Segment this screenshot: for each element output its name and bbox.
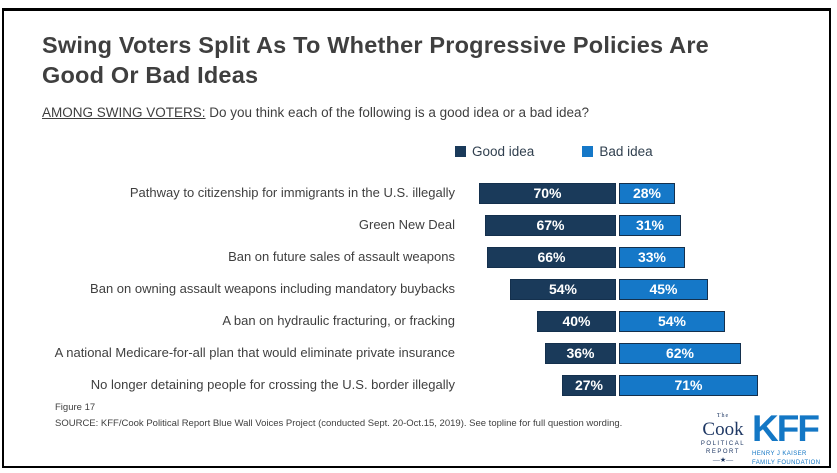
bad-idea-bar: 45% xyxy=(619,278,708,300)
row-bars: 66% 33% xyxy=(455,246,815,268)
good-idea-bar: 70% xyxy=(479,182,616,204)
legend-label: Bad idea xyxy=(599,144,653,159)
source-note: SOURCE: KFF/Cook Political Report Blue W… xyxy=(55,418,623,429)
cook-logo-name: Cook xyxy=(702,419,744,440)
kff-logo-subtitle: HENRY J KAISER FAMILY FOUNDATION xyxy=(752,450,836,467)
cook-logo-the: The xyxy=(716,413,730,419)
chart-row: Ban on owning assault weapons including … xyxy=(14,273,821,305)
subtitle: AMONG SWING VOTERS: Do you think each of… xyxy=(42,105,589,120)
bad-idea-bar: 54% xyxy=(619,310,725,332)
kff-logo-name: KFF xyxy=(752,408,820,449)
bad-idea-bar: 31% xyxy=(619,214,681,236)
row-bars: 70% 28% xyxy=(455,182,815,204)
category-label: Ban on owning assault weapons including … xyxy=(90,280,455,296)
row-bars: 27% 71% xyxy=(455,374,815,396)
cook-logo-political: POLITICAL xyxy=(700,441,746,447)
bad-idea-bar: 71% xyxy=(619,374,758,396)
bad-idea-bar: 28% xyxy=(619,182,675,204)
bad-idea-value: 45% xyxy=(649,281,678,297)
good-idea-bar: 54% xyxy=(510,278,616,300)
figure-label: Figure 17 xyxy=(55,402,96,413)
category-label: A national Medicare-for-all plan that wo… xyxy=(54,344,455,360)
kff-logo-sub2: FAMILY FOUNDATION xyxy=(752,459,821,466)
bar-chart: Pathway to citizenship for immigrants in… xyxy=(14,177,821,401)
row-bars: 54% 45% xyxy=(455,278,815,300)
good-idea-value: 66% xyxy=(537,249,566,265)
cook-political-report-logo: The Cook POLITICAL REPORT —★— xyxy=(696,413,750,464)
legend-item-bad-idea: Bad idea xyxy=(582,144,653,159)
bad-idea-value: 28% xyxy=(632,185,662,201)
kff-logo-sub1: HENRY J KAISER xyxy=(752,451,807,457)
bad-idea-value: 33% xyxy=(637,249,667,265)
chart-legend: Good idea Bad idea xyxy=(455,144,653,159)
row-bars: 67% 31% xyxy=(455,214,815,236)
good-idea-bar: 27% xyxy=(562,374,616,396)
category-label: Pathway to citizenship for immigrants in… xyxy=(129,184,455,200)
chart-row: No longer detaining people for crossing … xyxy=(14,369,821,401)
bad-idea-value: 62% xyxy=(665,345,695,361)
category-label: Green New Deal xyxy=(358,216,455,232)
chart-row: Ban on future sales of assault weapons 6… xyxy=(14,241,821,273)
slide-frame: Swing Voters Split As To Whether Progres… xyxy=(2,8,831,468)
good-idea-value: 54% xyxy=(548,281,578,297)
good-idea-bar: 67% xyxy=(485,214,616,236)
category-label: No longer detaining people for crossing … xyxy=(90,376,455,392)
bad-idea-value: 71% xyxy=(674,377,703,393)
subtitle-lead: AMONG SWING VOTERS: xyxy=(42,105,206,120)
bad-idea-swatch-icon xyxy=(582,146,594,157)
chart-row: A ban on hydraulic fracturing, or fracki… xyxy=(14,305,821,337)
good-idea-value: 27% xyxy=(574,377,604,393)
bad-idea-value: 54% xyxy=(657,313,687,329)
good-idea-bar: 36% xyxy=(545,342,616,364)
kff-logo: KFF HENRY J KAISER FAMILY FOUNDATION xyxy=(752,410,836,467)
cook-logo-report: REPORT xyxy=(706,449,740,455)
good-idea-bar: 40% xyxy=(537,310,616,332)
category-label: Ban on future sales of assault weapons xyxy=(228,248,455,264)
category-label: A ban on hydraulic fracturing, or fracki… xyxy=(222,312,455,328)
chart-row: Pathway to citizenship for immigrants in… xyxy=(14,177,821,209)
subtitle-question: Do you think each of the following is a … xyxy=(205,105,590,120)
legend-item-good-idea: Good idea xyxy=(455,144,534,159)
page-title: Swing Voters Split As To Whether Progres… xyxy=(42,32,709,88)
bad-idea-value: 31% xyxy=(635,217,665,233)
chart-row: Green New Deal 67% 31% xyxy=(14,209,821,241)
row-bars: 40% 54% xyxy=(455,310,815,332)
good-idea-value: 67% xyxy=(536,217,565,233)
good-idea-bar: 66% xyxy=(487,246,616,268)
row-bars: 36% 62% xyxy=(455,342,815,364)
bad-idea-bar: 62% xyxy=(619,342,741,364)
good-idea-value: 36% xyxy=(566,345,595,361)
good-idea-value: 70% xyxy=(533,185,562,201)
good-idea-value: 40% xyxy=(562,313,591,329)
good-idea-swatch-icon xyxy=(455,146,466,157)
bad-idea-bar: 33% xyxy=(619,246,685,268)
legend-label: Good idea xyxy=(472,144,535,159)
chart-row: A national Medicare-for-all plan that wo… xyxy=(14,337,821,369)
cook-logo-star-icon: —★— xyxy=(712,456,734,464)
